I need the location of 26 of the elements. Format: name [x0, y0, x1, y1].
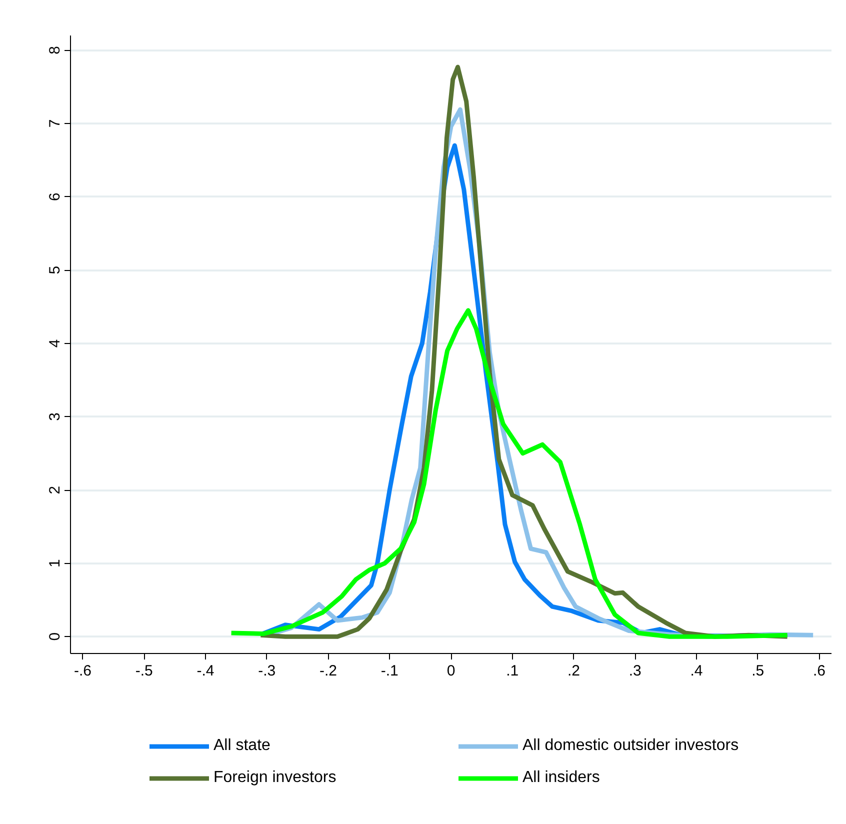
x-tick-label: .5: [752, 662, 764, 680]
legend-label: Foreign investors: [214, 769, 338, 787]
x-tick-label: .1: [506, 662, 519, 680]
y-tick-label: 8: [46, 46, 64, 54]
x-tick-label: 0: [446, 662, 456, 680]
y-tick-label: 6: [46, 192, 64, 201]
x-tick-label: .2: [567, 662, 580, 680]
x-tick-label: -.5: [135, 662, 153, 680]
x-tick-label: -.6: [74, 662, 92, 680]
legend-label: All insiders: [522, 769, 601, 787]
x-tick-label: .3: [628, 662, 642, 680]
legend-label: All state: [214, 737, 272, 755]
y-tick-label: 5: [46, 266, 64, 274]
y-tick-label: 4: [46, 339, 64, 348]
x-tick-label: -.2: [320, 662, 338, 680]
y-tick-label: 0: [46, 632, 64, 641]
x-tick-label: .4: [690, 662, 703, 680]
y-tick-label: 1: [46, 559, 64, 568]
x-tick-label: -.3: [258, 662, 276, 680]
x-tick-label: -.4: [196, 662, 214, 680]
y-tick-label: 7: [46, 119, 64, 128]
x-tick-label: -.1: [380, 662, 398, 680]
y-tick-label: 3: [46, 412, 64, 421]
y-tick-label: 2: [46, 486, 64, 494]
x-tick-label: .6: [812, 662, 826, 680]
legend-label: All domestic outsider investors: [522, 737, 740, 755]
